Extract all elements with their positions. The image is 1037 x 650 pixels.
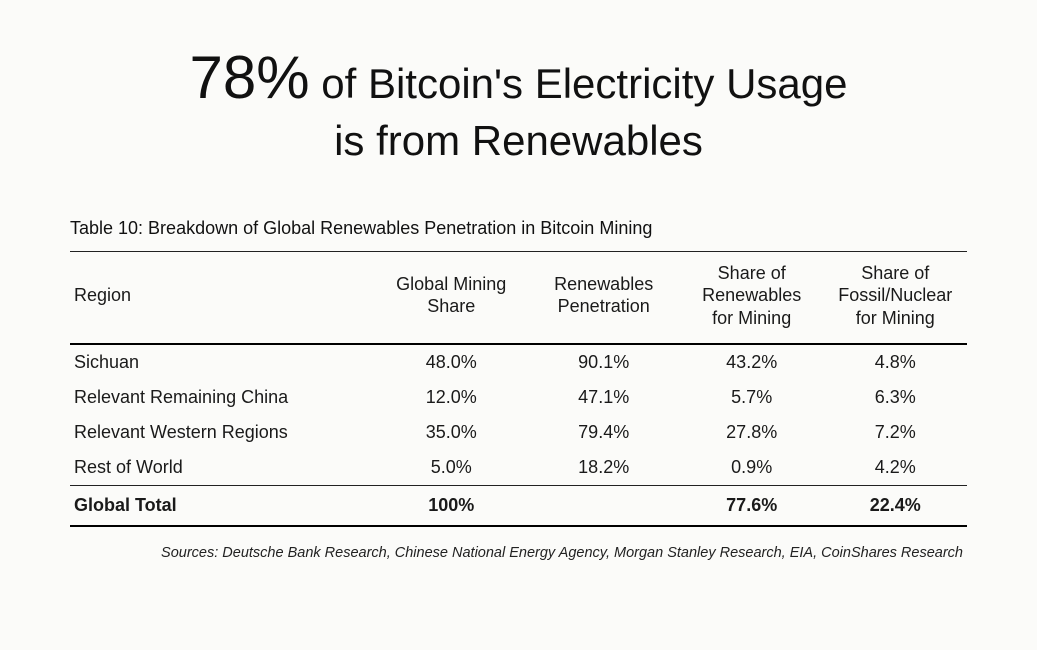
cell-value: 35.0%: [375, 415, 527, 450]
cell-value: 5.7%: [680, 380, 824, 415]
col-header: Share ofFossil/Nuclearfor Mining: [823, 251, 967, 344]
cell-value: 47.1%: [527, 380, 679, 415]
table-row: Rest of World 5.0% 18.2% 0.9% 4.2%: [70, 450, 967, 486]
cell-value: 12.0%: [375, 380, 527, 415]
cell-value: 4.8%: [823, 344, 967, 380]
cell-value: 6.3%: [823, 380, 967, 415]
cell-region: Sichuan: [70, 344, 375, 380]
cell-value: 18.2%: [527, 450, 679, 486]
col-header: Region: [70, 251, 375, 344]
table-row: Relevant Western Regions 35.0% 79.4% 27.…: [70, 415, 967, 450]
col-header: RenewablesPenetration: [527, 251, 679, 344]
cell-value: [527, 486, 679, 527]
cell-value: 100%: [375, 486, 527, 527]
cell-value: 43.2%: [680, 344, 824, 380]
sources-line: Sources: Deutsche Bank Research, Chinese…: [70, 545, 967, 561]
table-header-row: Region Global MiningShare RenewablesPene…: [70, 251, 967, 344]
col-header: Global MiningShare: [375, 251, 527, 344]
cell-value: 27.8%: [680, 415, 824, 450]
headline: 78% of Bitcoin's Electricity Usage is fr…: [70, 40, 967, 168]
cell-value: 77.6%: [680, 486, 824, 527]
cell-value: 22.4%: [823, 486, 967, 527]
cell-region: Rest of World: [70, 450, 375, 486]
col-header: Share ofRenewablesfor Mining: [680, 251, 824, 344]
page: 78% of Bitcoin's Electricity Usage is fr…: [0, 0, 1037, 591]
headline-percent: 78%: [190, 44, 310, 111]
cell-value: 0.9%: [680, 450, 824, 486]
cell-region: Relevant Remaining China: [70, 380, 375, 415]
cell-value: 5.0%: [375, 450, 527, 486]
headline-line2: is from Renewables: [334, 117, 703, 164]
table-row: Sichuan 48.0% 90.1% 43.2% 4.8%: [70, 344, 967, 380]
data-table: Region Global MiningShare RenewablesPene…: [70, 251, 967, 528]
cell-value: 7.2%: [823, 415, 967, 450]
table-row: Relevant Remaining China 12.0% 47.1% 5.7…: [70, 380, 967, 415]
cell-value: 4.2%: [823, 450, 967, 486]
cell-region: Global Total: [70, 486, 375, 527]
table-total-row: Global Total 100% 77.6% 22.4%: [70, 486, 967, 527]
cell-value: 79.4%: [527, 415, 679, 450]
table-caption: Table 10: Breakdown of Global Renewables…: [70, 218, 967, 239]
cell-value: 48.0%: [375, 344, 527, 380]
cell-region: Relevant Western Regions: [70, 415, 375, 450]
cell-value: 90.1%: [527, 344, 679, 380]
headline-line1: of Bitcoin's Electricity Usage: [310, 60, 848, 107]
